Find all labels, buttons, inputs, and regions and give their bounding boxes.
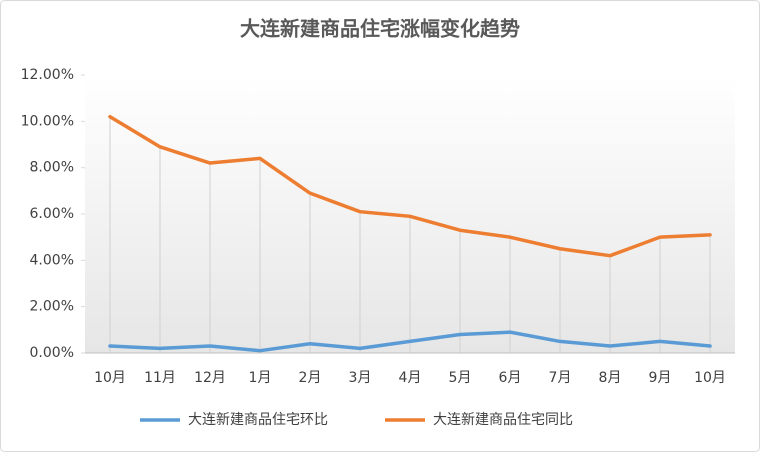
y-tick-label: 4.00% (30, 252, 74, 268)
y-tick-label: 12.00% (21, 67, 74, 83)
x-tick-label: 12月 (194, 370, 226, 386)
chart-title: 大连新建商品住宅涨幅变化趋势 (240, 17, 520, 41)
x-tick-label: 10月 (694, 370, 726, 386)
x-tick-label: 9月 (649, 370, 672, 386)
y-tick-label: 6.00% (30, 206, 74, 222)
series-line (108, 114, 712, 258)
x-tick-label: 4月 (399, 370, 422, 386)
y-tick-label: 2.00% (30, 299, 74, 315)
series-line (108, 330, 712, 353)
x-tick-label: 6月 (499, 370, 522, 386)
legend-label: 大连新建商品住宅环比 (188, 412, 328, 428)
legend-label: 大连新建商品住宅同比 (433, 412, 573, 428)
x-tick-label: 5月 (449, 370, 472, 386)
x-tick-label: 10月 (94, 370, 126, 386)
x-tick-label: 3月 (349, 370, 372, 386)
y-tick-label: 10.00% (21, 113, 74, 129)
x-tick-label: 1月 (249, 370, 272, 386)
y-tick-label: 0.00% (30, 345, 74, 361)
x-tick-label: 8月 (599, 370, 622, 386)
x-tick-label: 11月 (144, 370, 176, 386)
y-tick-label: 8.00% (30, 160, 74, 176)
x-tick-label: 2月 (299, 370, 322, 386)
x-tick-label: 7月 (549, 370, 572, 386)
